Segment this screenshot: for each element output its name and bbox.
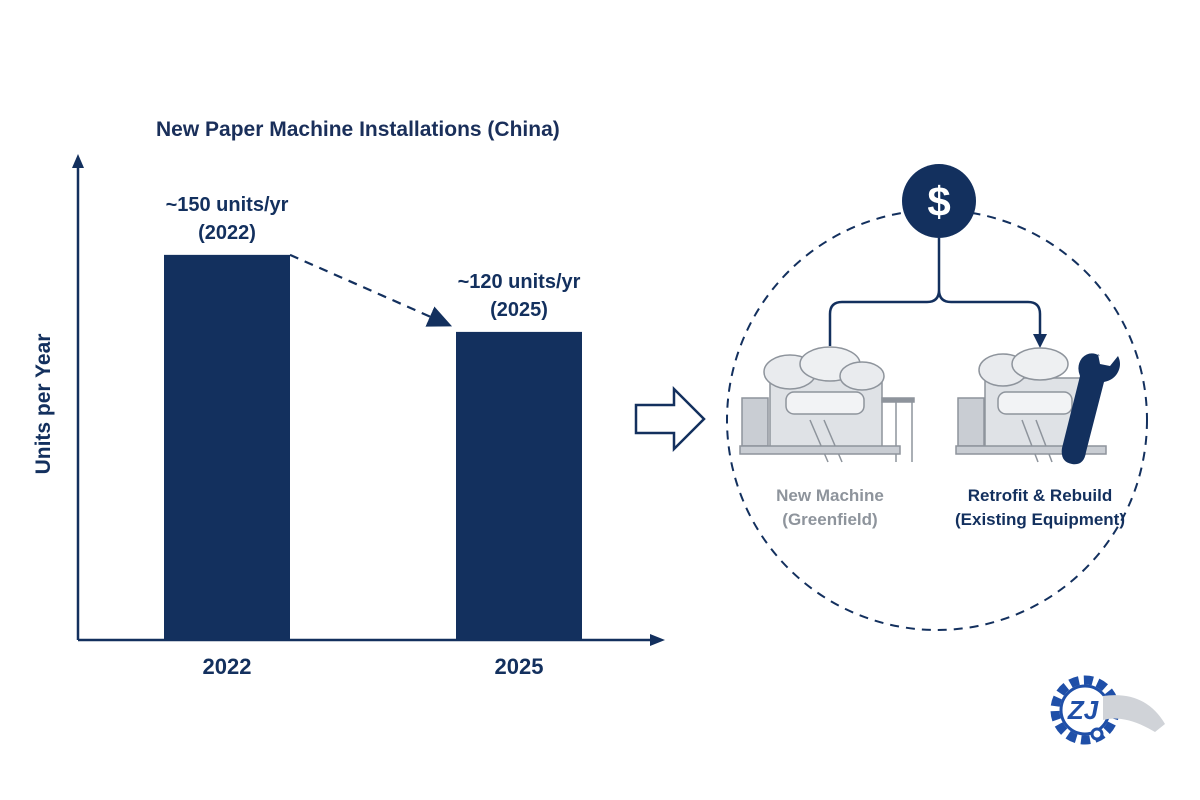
branch-connector <box>828 238 1042 346</box>
option-retrofit-subtitle: (Existing Equipment) <box>955 510 1125 529</box>
trend-arrow <box>289 253 453 327</box>
svg-text:$: $ <box>927 178 950 225</box>
right-block-arrow-icon <box>634 385 706 453</box>
paper-machine-wrench-icon <box>955 347 1120 465</box>
option-retrofit: Retrofit & Rebuild (Existing Equipment) <box>955 484 1125 532</box>
data-label-2025-value: ~120 units/yr <box>457 270 581 293</box>
paper-machine-icon <box>739 346 915 463</box>
data-label-2022-value: ~150 units/yr <box>165 193 289 216</box>
x-tick-2022: 2022 <box>202 654 252 679</box>
dollar-icon: $ <box>902 164 976 238</box>
bar-2022 <box>164 254 290 640</box>
option-new-machine-title: New Machine <box>776 486 884 505</box>
data-label-2025-year: (2025) <box>490 298 548 321</box>
option-new-machine: New Machine (Greenfield) <box>776 484 884 532</box>
dashed-circle <box>726 209 1148 631</box>
x-axis-arrow <box>650 634 665 646</box>
logo-text: ZJ <box>1067 695 1099 725</box>
y-axis-arrow <box>72 154 84 168</box>
chart-title: New Paper Machine Installations (China) <box>156 118 560 141</box>
data-label-2022-year: (2022) <box>198 221 256 244</box>
bar-2025 <box>456 331 582 640</box>
option-new-machine-subtitle: (Greenfield) <box>782 510 878 529</box>
x-tick-2025: 2025 <box>494 654 544 679</box>
option-retrofit-title: Retrofit & Rebuild <box>967 486 1113 505</box>
branch-arrowhead <box>1033 334 1047 348</box>
data-label-2022: ~150 units/yr (2022) <box>166 191 289 247</box>
data-label-2025: ~120 units/yr (2025) <box>458 268 581 324</box>
